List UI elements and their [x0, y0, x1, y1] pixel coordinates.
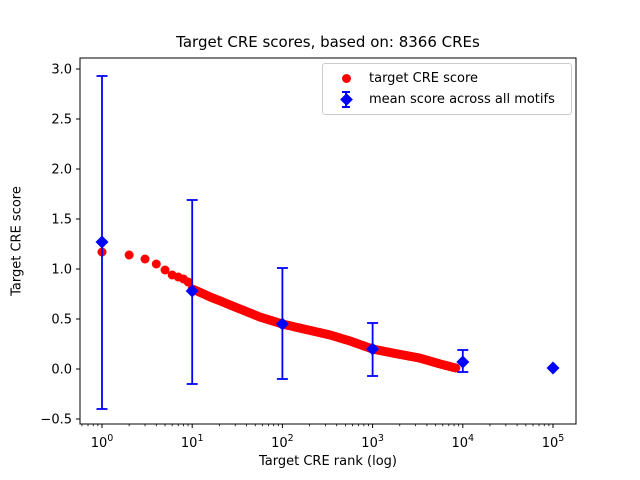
y-tick-label: −0.5 — [40, 413, 72, 428]
y-tick-label: 1.0 — [51, 263, 72, 278]
chart-title: Target CRE scores, based on: 8366 CREs — [176, 33, 480, 51]
x-tick-label: 103 — [361, 433, 384, 451]
y-axis-label: Target CRE score — [9, 186, 25, 296]
blue-mean-diamond — [546, 361, 560, 375]
blue-mean-diamond — [185, 284, 199, 298]
x-tick-label: 100 — [91, 433, 114, 451]
legend-label: mean score across all motifs — [369, 92, 555, 107]
y-tick-label: 2.0 — [51, 163, 72, 178]
blue-mean-diamond — [95, 235, 109, 249]
x-tick-label: 104 — [452, 433, 475, 451]
blue-mean-diamond — [275, 317, 289, 331]
y-tick-label: 2.5 — [51, 113, 72, 128]
red-data-point — [151, 259, 161, 269]
x-tick-label: 102 — [271, 433, 294, 451]
red-data-point — [451, 363, 461, 373]
red-data-point — [183, 277, 193, 287]
legend: target CRE score mean score across all m… — [322, 63, 572, 115]
x-tick-label: 101 — [181, 433, 204, 451]
red-data-point — [140, 254, 150, 264]
legend-item-target-cre-score: target CRE score — [329, 68, 565, 89]
y-tick-label: 0.5 — [51, 313, 72, 328]
y-tick-label: 0.0 — [51, 363, 72, 378]
red-data-point — [160, 265, 170, 275]
blue-diamond-errorbar-marker-icon — [329, 89, 363, 110]
axes-spines — [79, 57, 577, 425]
red-data-point — [124, 250, 134, 260]
y-tick-label: 1.5 — [51, 213, 72, 228]
blue-mean-diamond — [456, 355, 470, 369]
x-tick-label: 105 — [542, 433, 565, 451]
legend-label: target CRE score — [369, 71, 479, 86]
red-circle-marker-icon — [329, 68, 363, 89]
blue-mean-diamond — [366, 342, 380, 356]
y-tick-label: 3.0 — [51, 63, 72, 78]
legend-item-mean-score: mean score across all motifs — [329, 89, 565, 110]
x-axis-label: Target CRE rank (log) — [259, 454, 397, 469]
